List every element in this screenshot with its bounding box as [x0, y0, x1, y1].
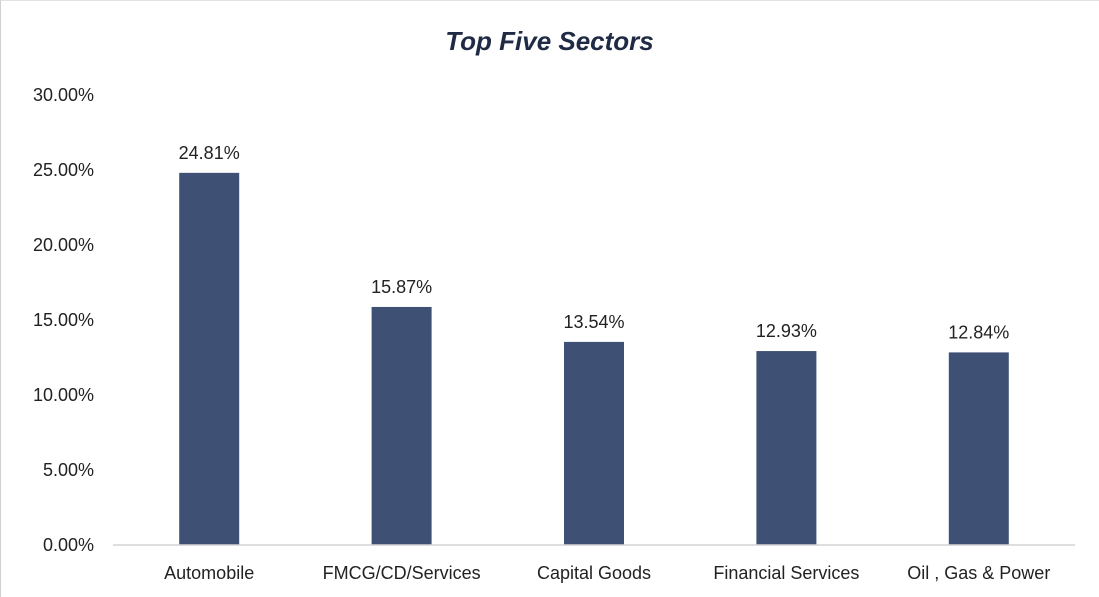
- y-tick-label: 0.00%: [43, 535, 94, 555]
- bar-fmcg-cd-services: [371, 306, 432, 545]
- data-label: 15.87%: [371, 277, 432, 297]
- data-label: 12.84%: [948, 322, 1009, 342]
- bars: [179, 172, 1009, 545]
- bar-capital-goods: [564, 341, 624, 545]
- y-tick-label: 30.00%: [33, 85, 94, 105]
- chart-title: Top Five Sectors: [445, 26, 654, 56]
- category-label: Automobile: [164, 563, 254, 583]
- category-label: Oil , Gas & Power: [907, 563, 1050, 583]
- bar-financial-services: [756, 351, 817, 545]
- bar-automobile: [179, 172, 240, 545]
- y-tick-label: 25.00%: [33, 160, 94, 180]
- y-tick-label: 10.00%: [33, 385, 94, 405]
- category-label: Financial Services: [713, 563, 859, 583]
- y-tick-label: 5.00%: [43, 460, 94, 480]
- y-tick-label: 20.00%: [33, 235, 94, 255]
- category-label: FMCG/CD/Services: [323, 563, 481, 583]
- data-label: 12.93%: [756, 321, 817, 341]
- data-label: 13.54%: [563, 312, 624, 332]
- bar-oil-gas-power: [948, 352, 1009, 545]
- category-labels: Automobile FMCG/CD/Services Capital Goods F…: [164, 563, 1050, 583]
- category-label: Capital Goods: [537, 563, 651, 583]
- y-tick-label: 15.00%: [33, 310, 94, 330]
- data-labels: 24.81% 15.87% 13.54% 12.93% 12.84%: [179, 143, 1010, 343]
- data-label: 24.81%: [179, 143, 240, 163]
- y-axis: 0.00% 5.00% 10.00% 15.00% 20.00% 25.00% 30.00%: [33, 85, 94, 555]
